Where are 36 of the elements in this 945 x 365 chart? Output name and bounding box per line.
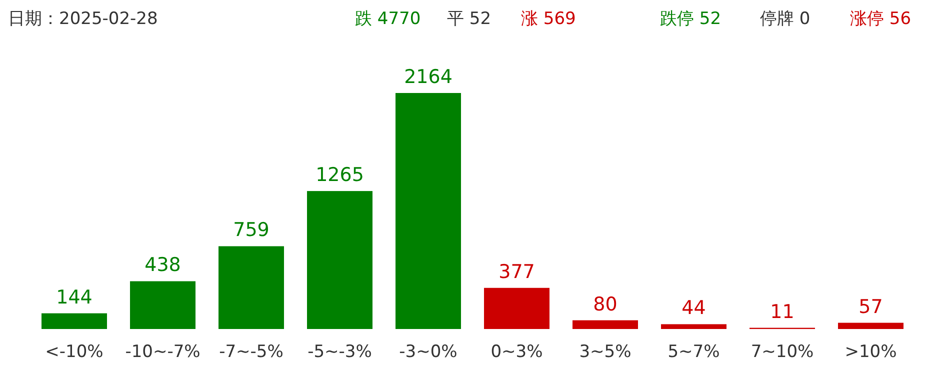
bar (396, 93, 461, 329)
bar (484, 288, 550, 329)
x-tick-label: -7~-5% (219, 342, 284, 362)
bar (838, 322, 904, 329)
x-tick-label: -3~0% (399, 342, 458, 362)
data-label: 11 (770, 300, 794, 323)
x-tick-label: 0~3% (490, 342, 543, 362)
text: 涨 569 (521, 9, 576, 29)
data-label: 144 (56, 286, 92, 308)
x-tick-label: <-10% (45, 342, 104, 362)
bar (42, 313, 107, 329)
text: 涨停 56 (850, 9, 912, 29)
x-tick-label: -5~-3% (308, 342, 372, 362)
bar (218, 246, 284, 329)
text: 停牌 0 (760, 9, 810, 29)
data-label: 1265 (316, 164, 364, 186)
data-label: 377 (498, 260, 535, 283)
x-tick-label: -10~-7% (125, 342, 200, 362)
text: 日期：2025-02-28 (8, 9, 158, 29)
data-label: 759 (233, 219, 270, 242)
data-label: 2164 (404, 66, 452, 88)
x-tick-label: 5~7% (668, 342, 720, 362)
bar (661, 324, 726, 329)
bar (307, 191, 372, 329)
text: 跌 4770 (355, 9, 421, 29)
data-label: 57 (858, 296, 883, 318)
x-tick-label: 3~5% (579, 342, 632, 362)
x-tick-label: >10% (844, 342, 897, 362)
text: 跌停 52 (660, 9, 722, 29)
data-label: 80 (593, 293, 618, 316)
bar (130, 281, 196, 329)
data-label: 44 (682, 297, 706, 320)
bar (572, 320, 638, 329)
data-label: 438 (144, 254, 181, 276)
x-tick-label: 7~10% (750, 342, 814, 362)
text: 平 52 (447, 9, 492, 29)
